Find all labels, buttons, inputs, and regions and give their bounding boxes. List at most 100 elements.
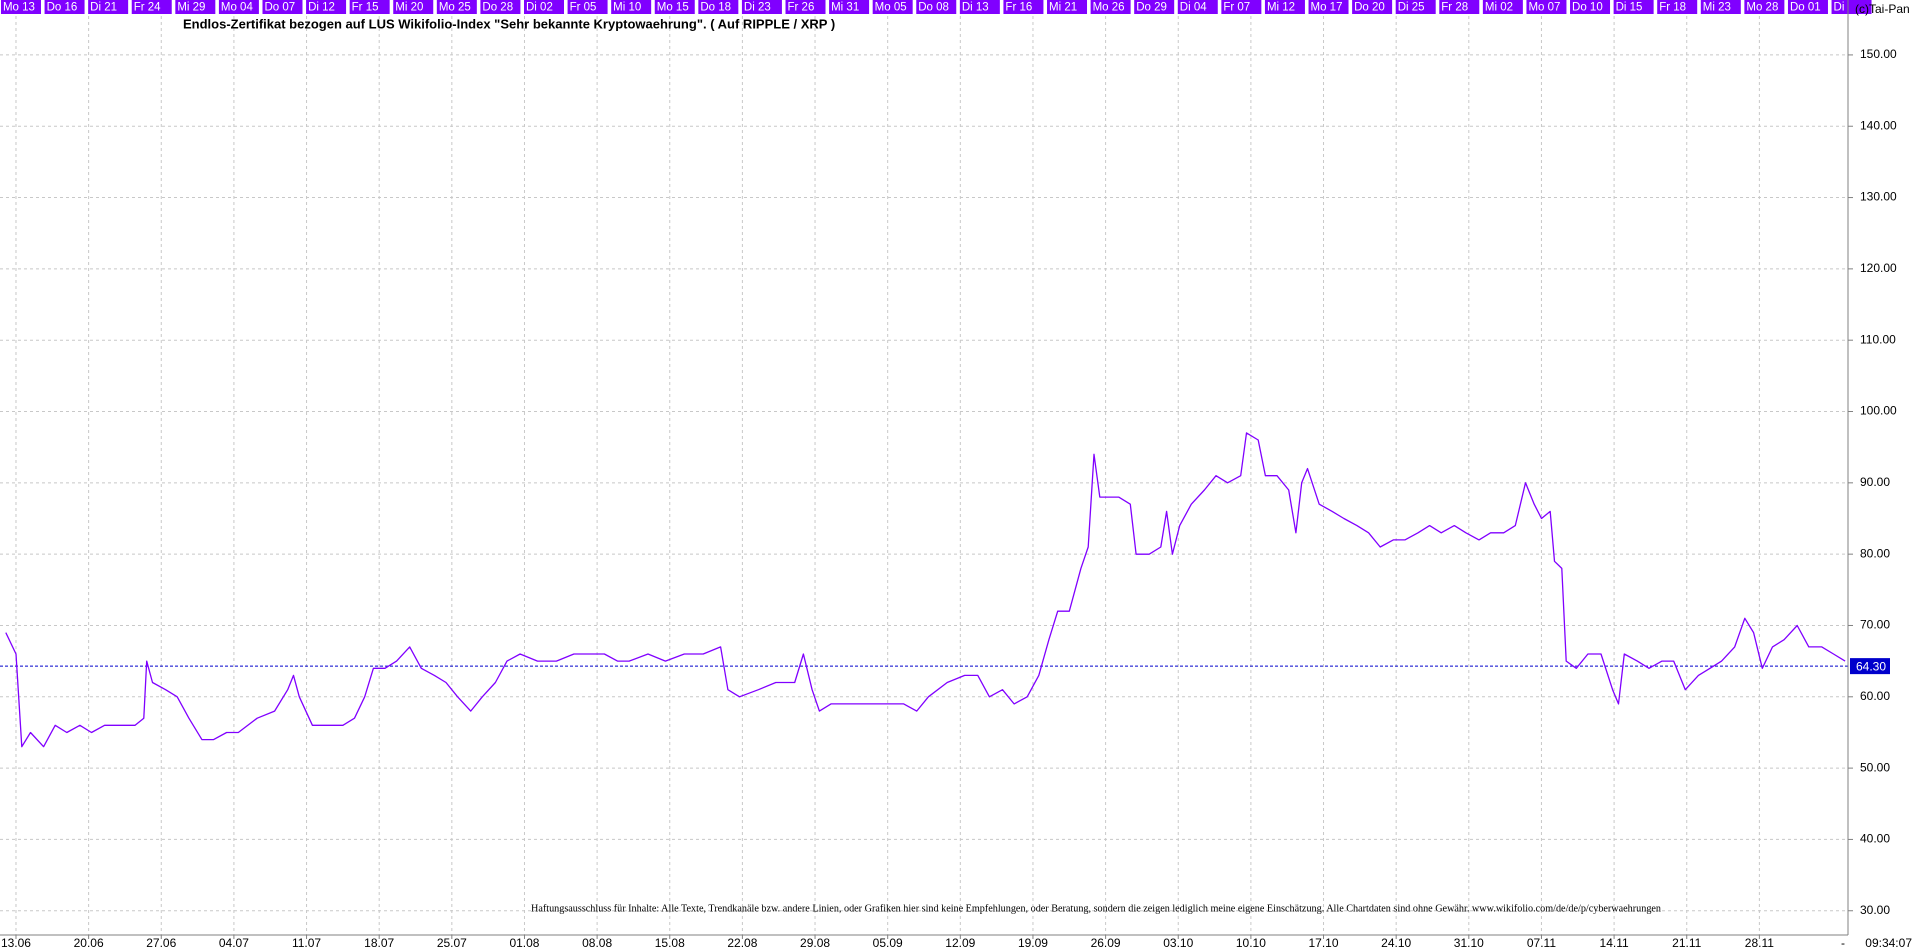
top-tick-label: Di 04 <box>1180 2 1207 14</box>
top-tick-label: Mi 10 <box>613 2 641 14</box>
top-tick-box <box>44 0 85 14</box>
top-tick-box <box>306 0 347 14</box>
top-tick-label: Do 29 <box>1136 2 1167 14</box>
top-tick-box <box>88 0 129 14</box>
top-tick-box <box>218 0 259 14</box>
end-marker: - <box>1841 936 1845 950</box>
x-tick-label: 14.11 <box>1600 936 1629 950</box>
top-tick-box <box>0 0 41 14</box>
x-tick-label: 15.08 <box>655 936 685 950</box>
top-tick-box <box>1526 0 1567 14</box>
top-tick-label: Mi 20 <box>395 2 423 14</box>
top-tick-label: Do 01 <box>1790 2 1821 14</box>
copyright: (c)Tai-Pan <box>1855 2 1910 16</box>
disclaimer: Haftungsausschluss für Inhalte: Alle Tex… <box>531 903 1661 915</box>
top-tick-box <box>1744 0 1785 14</box>
top-tick-label: Do 07 <box>264 2 295 14</box>
top-tick-label: Mi 23 <box>1703 2 1731 14</box>
top-tick-box <box>829 0 870 14</box>
top-tick-label: Di 25 <box>1398 2 1425 14</box>
x-tick-label: 13.06 <box>1 936 31 950</box>
top-tick-box <box>1439 0 1480 14</box>
y-tick-label: 120.00 <box>1860 261 1897 275</box>
x-tick-label: 18.07 <box>364 936 394 950</box>
top-tick-label: Di 12 <box>308 2 335 14</box>
y-tick-label: 80.00 <box>1860 546 1890 560</box>
last-value-label: 64.30 <box>1856 659 1886 673</box>
top-tick-label: Do 10 <box>1572 2 1603 14</box>
y-tick-label: 90.00 <box>1860 475 1890 489</box>
top-tick-box <box>1613 0 1654 14</box>
top-tick-box <box>654 0 695 14</box>
y-tick-label: 50.00 <box>1860 760 1890 774</box>
timestamp: 09:34:07 <box>1865 936 1912 950</box>
top-tick-label: Fr 05 <box>570 2 597 14</box>
x-tick-label: 31.10 <box>1454 936 1484 950</box>
series-layer <box>0 432 1848 748</box>
x-tick-label: 22.08 <box>727 936 757 950</box>
y-tick-label: 110.00 <box>1860 332 1896 346</box>
x-tick-label: 29.08 <box>800 936 830 950</box>
y-tick-label: 140.00 <box>1860 118 1897 132</box>
top-tick-label: Fr 24 <box>134 2 161 14</box>
top-tick-label: Do 08 <box>918 2 949 14</box>
x-tick-label: 10.10 <box>1236 936 1266 950</box>
price-line <box>5 432 1846 748</box>
top-tick-label: Do 20 <box>1354 2 1385 14</box>
x-tick-label: 04.07 <box>219 936 249 950</box>
top-tick-box <box>959 0 1000 14</box>
top-tick-box <box>1177 0 1218 14</box>
y-tick-label: 40.00 <box>1860 832 1890 846</box>
top-tick-box <box>131 0 172 14</box>
last-value-box <box>1850 658 1890 675</box>
x-tick-label: 01.08 <box>509 936 539 950</box>
top-tick-box <box>1221 0 1262 14</box>
top-tick-label: Fr 15 <box>352 2 379 14</box>
top-tick-label: Do 18 <box>700 2 731 14</box>
top-tick-label: Mo 15 <box>657 2 689 14</box>
x-tick-label: 12.09 <box>945 936 975 950</box>
top-tick-box <box>1395 0 1436 14</box>
x-tick-label: 21.11 <box>1672 936 1701 950</box>
x-tick-label: 17.10 <box>1309 936 1339 950</box>
top-tick-box <box>1787 0 1828 14</box>
top-tick-label: Mo 13 <box>3 2 35 14</box>
x-tick-label: 26.09 <box>1091 936 1121 950</box>
x-tick-label: 25.07 <box>437 936 467 950</box>
chart-title: Endlos-Zertifikat bezogen auf LUS Wikifo… <box>183 16 835 31</box>
top-tick-label: Fr 16 <box>1005 2 1032 14</box>
top-tick-box <box>1134 0 1175 14</box>
top-tick-label: Di <box>1834 2 1845 14</box>
top-tick-label: Fr 26 <box>788 2 815 14</box>
top-tick-label: Mi 29 <box>177 2 205 14</box>
top-tick-box <box>1047 0 1088 14</box>
top-tick-box <box>393 0 434 14</box>
top-tick-box <box>785 0 826 14</box>
top-tick-box <box>741 0 782 14</box>
top-tick-box <box>1264 0 1305 14</box>
top-tick-label: Mo 17 <box>1311 2 1343 14</box>
y-tick-label: 100.00 <box>1860 404 1897 418</box>
top-tick-label: Mi 02 <box>1485 2 1513 14</box>
top-tick-label: Mi 12 <box>1267 2 1295 14</box>
top-tick-box <box>1308 0 1349 14</box>
top-tick-box <box>1352 0 1393 14</box>
x-tick-label: 19.09 <box>1018 936 1048 950</box>
top-tick-label: Di 13 <box>962 2 989 14</box>
x-tick-label: 27.06 <box>146 936 176 950</box>
y-tick-label: 130.00 <box>1860 190 1897 204</box>
top-tick-label: Fr 18 <box>1659 2 1686 14</box>
y-tick-label: 30.00 <box>1860 903 1890 917</box>
top-tick-label: Mi 31 <box>831 2 859 14</box>
x-tick-label: 20.06 <box>74 936 104 950</box>
top-tick-box <box>480 0 521 14</box>
top-tick-box <box>611 0 652 14</box>
top-tick-box <box>175 0 216 14</box>
x-tick-label: 28.11 <box>1745 936 1774 950</box>
top-tick-box <box>916 0 957 14</box>
top-tick-box <box>1090 0 1131 14</box>
top-tick-label: Do 28 <box>482 2 513 14</box>
